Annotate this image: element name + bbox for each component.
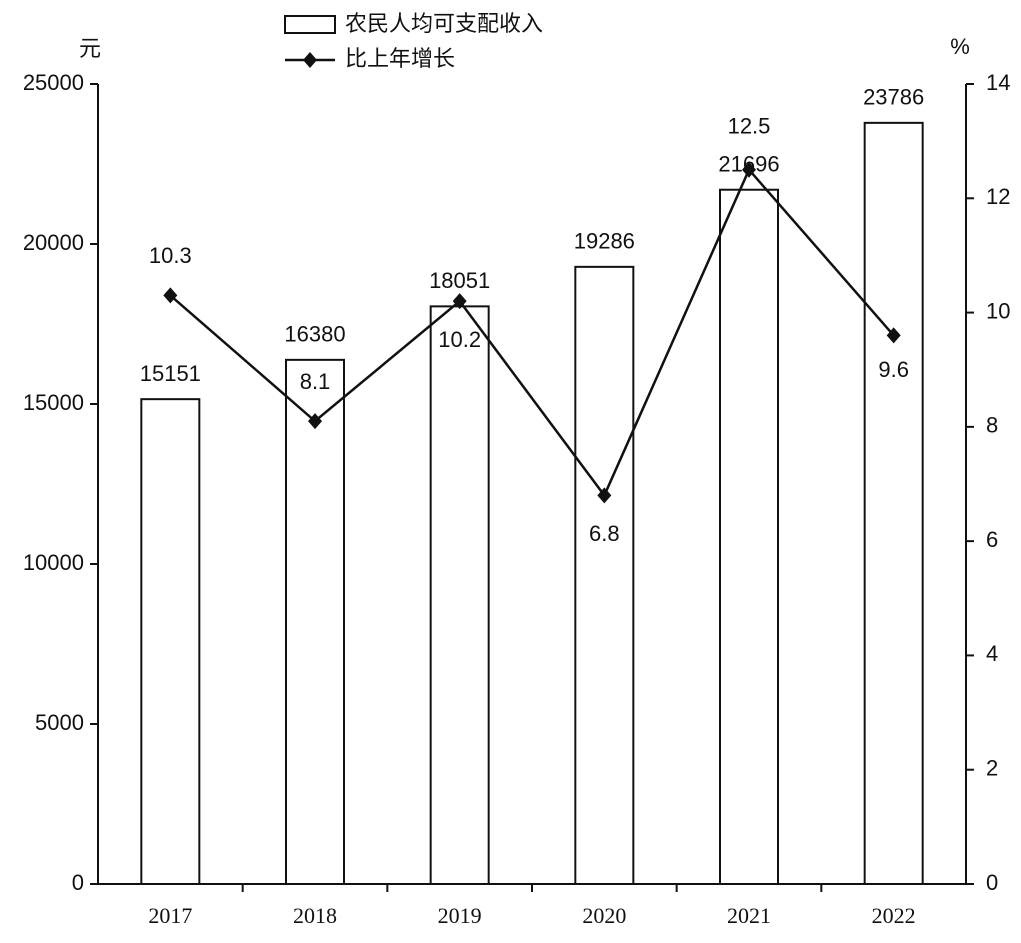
y2-axis-label: % [950,34,970,59]
line-marker [886,327,901,344]
y2-tick-label: 8 [986,413,998,438]
y2-tick-label: 14 [986,70,1010,95]
y-tick-label: 20000 [23,230,84,255]
bar-value-label: 19286 [574,229,635,254]
bar-value-label: 18051 [429,268,490,293]
bar [140,398,201,885]
x-tick-label: 2017 [148,903,192,928]
y-tick-label: 25000 [23,70,84,95]
line-marker [452,293,467,310]
legend-label: 农民人均可支配收入 [345,11,543,36]
y-tick-label: 5000 [35,710,84,735]
bar [574,265,635,885]
bar-value-label: 23786 [863,85,924,110]
x-tick-label: 2018 [293,903,337,928]
y2-tick-label: 0 [986,870,998,895]
line-value-label: 10.3 [149,243,192,268]
y2-tick-label: 12 [986,184,1010,209]
line-value-label: 9.6 [878,357,909,382]
line-value-label: 6.8 [589,521,620,546]
x-tick-label: 2019 [438,903,482,928]
line-value-label: 8.1 [300,369,331,394]
line-marker [742,161,756,178]
line-value-label: 12.5 [728,114,771,139]
bar [863,121,924,885]
line-value-label: 10.2 [438,327,481,352]
bar-value-label: 15151 [140,361,201,386]
bar [719,188,779,885]
y2-tick-label: 2 [986,756,998,781]
y-axis-label: 元 [79,36,101,61]
line-marker [163,287,178,304]
line-marker [308,413,322,430]
bar-value-label: 16380 [284,322,345,347]
legend-swatch [284,15,336,34]
bar [285,358,345,885]
y-tick-label: 10000 [23,550,84,575]
line-marker [597,487,612,504]
x-tick-label: 2020 [582,903,626,928]
y2-tick-label: 10 [986,298,1010,323]
y-tick-label: 0 [72,870,84,895]
y-tick-label: 15000 [23,390,84,415]
x-tick-label: 2022 [872,903,916,928]
x-tick-label: 2021 [727,903,771,928]
y2-tick-label: 4 [986,641,998,666]
legend-label: 比上年增长 [345,46,455,71]
y2-tick-label: 6 [986,527,998,552]
line [169,167,895,498]
bar [429,305,490,886]
legend-marker [303,52,317,68]
